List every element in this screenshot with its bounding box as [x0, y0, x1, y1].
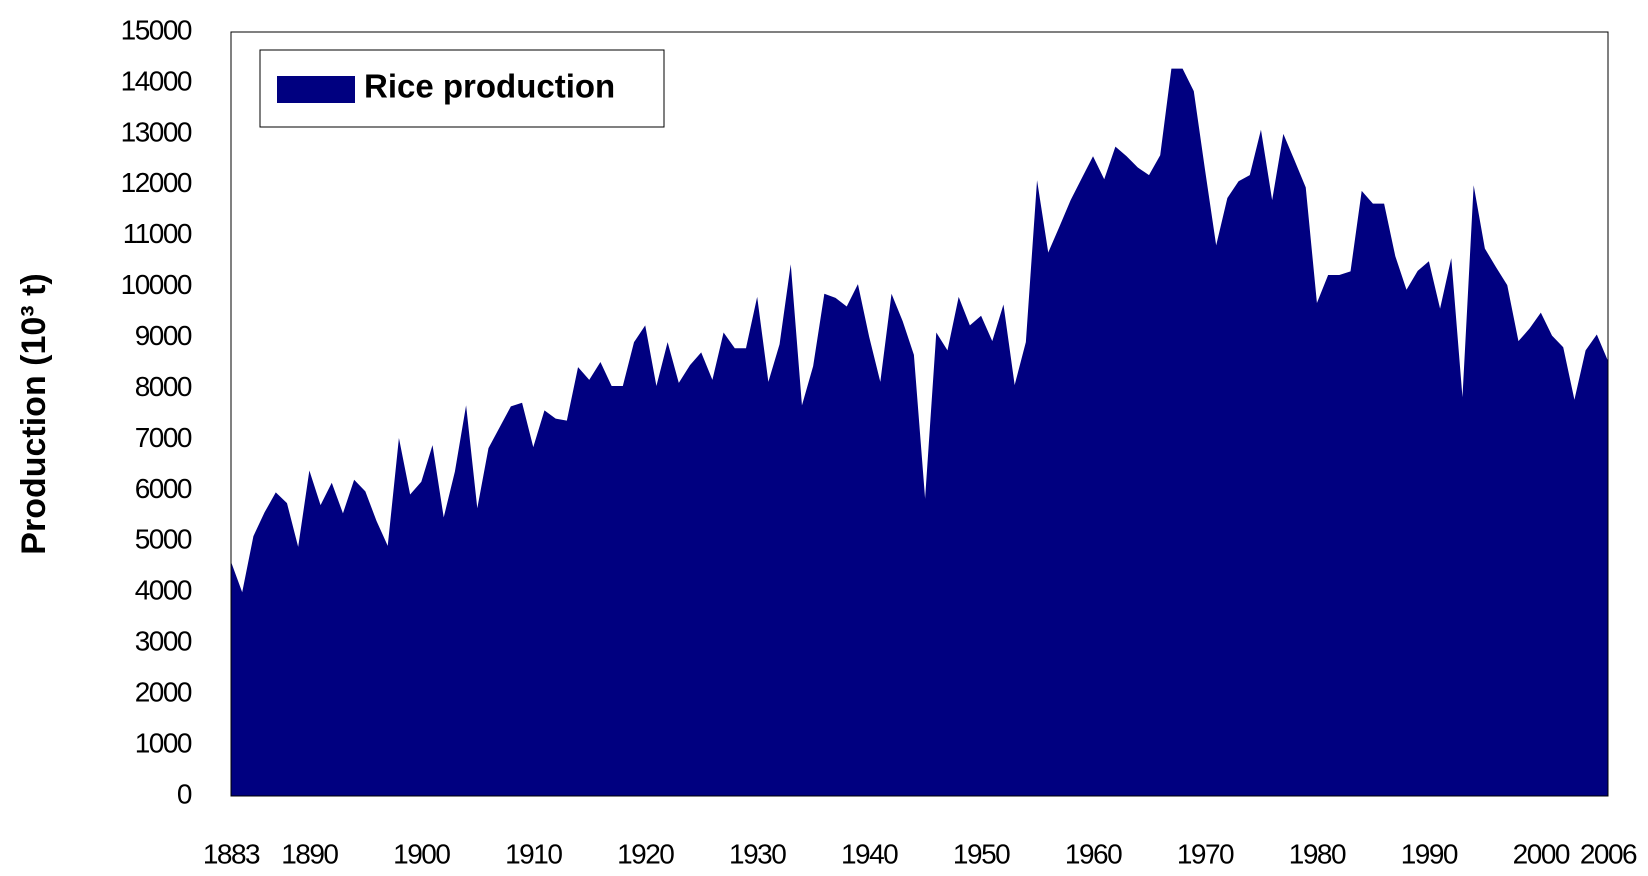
y-tick-label: 3000 — [135, 626, 192, 657]
x-tick-label: 1940 — [841, 838, 898, 869]
x-tick-label: 1883 — [203, 838, 260, 869]
y-tick-label: 4000 — [135, 575, 192, 606]
x-tick-label: 1920 — [617, 838, 674, 869]
x-tick-label: 1890 — [281, 838, 338, 869]
x-tick-label: 1980 — [1289, 838, 1346, 869]
x-tick-label: 1930 — [729, 838, 786, 869]
legend: Rice production — [259, 49, 665, 128]
y-tick-label: 6000 — [135, 473, 192, 504]
x-tick-label: 1960 — [1065, 838, 1122, 869]
y-tick-label: 5000 — [135, 524, 192, 555]
y-tick-label: 8000 — [135, 371, 192, 402]
y-tick-label: 10000 — [121, 269, 192, 300]
y-tick-label: 15000 — [121, 14, 192, 45]
y-tick-label: 12000 — [121, 167, 192, 198]
x-tick-label: 1950 — [953, 838, 1010, 869]
area — [231, 68, 1608, 796]
x-tick-label: 1900 — [393, 838, 450, 869]
legend-swatch — [277, 76, 355, 103]
y-tick-label: 7000 — [135, 422, 192, 453]
x-tick-label: 1990 — [1401, 838, 1458, 869]
y-tick-label: 9000 — [135, 320, 192, 351]
x-tick-label: 1970 — [1177, 838, 1234, 869]
x-tick-label: 2006 — [1580, 838, 1637, 869]
x-tick-label: 1910 — [505, 838, 562, 869]
y-tick-label: 0 — [177, 778, 192, 809]
plot-frame — [230, 31, 1609, 797]
y-tick-label: 2000 — [135, 677, 192, 708]
y-tick-label: 13000 — [121, 116, 192, 147]
y-axis-label: Production (10³ t) — [15, 273, 53, 554]
x-tick-label: 2000 — [1513, 838, 1570, 869]
y-tick-label: 11000 — [123, 218, 192, 249]
legend-label: Rice production — [364, 68, 615, 105]
y-tick-label: 1000 — [135, 727, 192, 758]
y-tick-label: 14000 — [121, 65, 192, 96]
